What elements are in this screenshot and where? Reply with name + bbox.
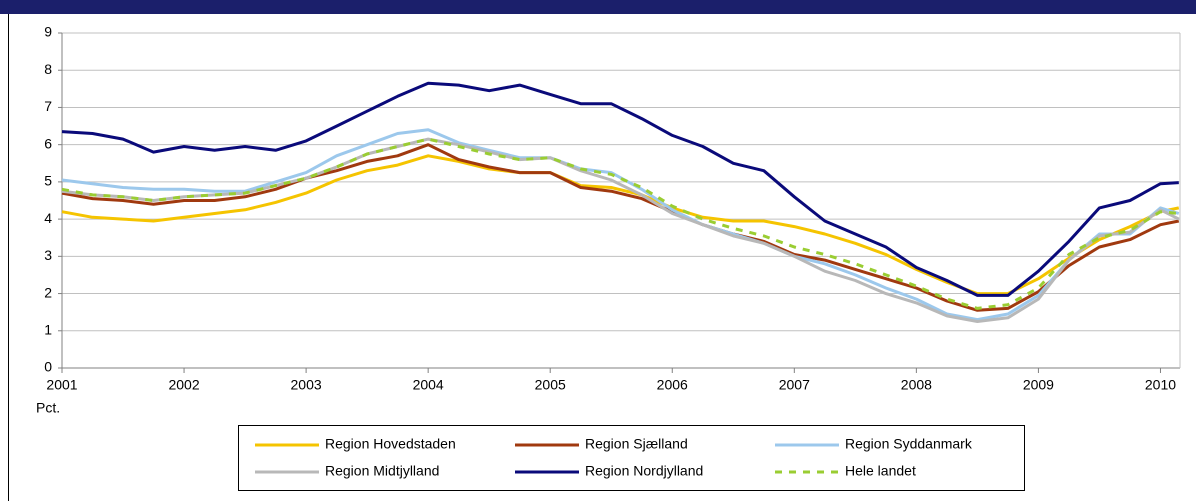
legend-label: Region Nordjylland: [585, 463, 703, 479]
y-axis-label: Pct.: [36, 400, 60, 416]
series-line: [61, 154, 1180, 296]
x-tick-label: 2005: [535, 377, 566, 393]
series-line: [61, 81, 1179, 297]
x-tick-label: 2008: [901, 377, 932, 393]
y-tick-label: 2: [44, 284, 52, 300]
y-tick-label: 8: [44, 61, 52, 77]
legend-label: Region Midtjylland: [325, 463, 439, 479]
legend-label: Hele landet: [845, 463, 916, 479]
legend-label: Region Hovedstaden: [325, 436, 456, 452]
legend-box: [238, 425, 1025, 491]
legend-label: Region Sjælland: [585, 436, 688, 452]
series-line: [61, 137, 1180, 323]
x-tick-label: 2004: [413, 377, 444, 393]
x-tick-label: 2006: [657, 377, 688, 393]
y-tick-label: 9: [44, 24, 52, 40]
header-band: [0, 0, 1196, 14]
series-line: [61, 137, 1179, 310]
x-tick-label: 2010: [1145, 377, 1176, 393]
y-tick-label: 1: [44, 321, 52, 337]
y-tick-label: 4: [44, 210, 52, 226]
y-tick-label: 0: [44, 359, 52, 375]
y-tick-label: 5: [44, 173, 52, 189]
x-tick-label: 2003: [291, 377, 322, 393]
x-tick-label: 2009: [1023, 377, 1054, 393]
x-tick-label: 2007: [779, 377, 810, 393]
x-tick-label: 2002: [168, 377, 199, 393]
legend-label: Region Syddanmark: [845, 436, 973, 452]
y-tick-label: 6: [44, 135, 52, 151]
y-tick-label: 7: [44, 98, 52, 114]
series-line: [61, 143, 1180, 312]
x-tick-label: 2001: [46, 377, 77, 393]
y-tick-label: 3: [44, 247, 52, 263]
